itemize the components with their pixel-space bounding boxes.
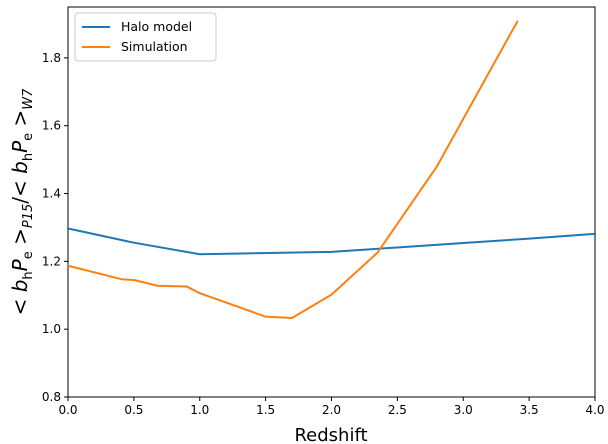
ylabel-open: <: [8, 292, 32, 315]
y-tick-label: 1.2: [42, 254, 61, 268]
x-tick-label: 0.0: [58, 403, 77, 417]
ylabel-p2: P: [8, 140, 32, 153]
x-tick-label: 1.5: [256, 403, 275, 417]
ylabel-b2: b: [8, 161, 32, 174]
x-axis: 0.0 0.5 1.0 1.5 2.0 2.5 3.0 3.5 4.0: [58, 397, 605, 417]
legend-label-halo-model: Halo model: [121, 19, 192, 34]
y-tick-label: 0.8: [42, 390, 61, 404]
series-line-simulation: [66, 20, 519, 319]
x-axis-label: Redshift: [294, 425, 367, 444]
ylabel-label2: W7: [21, 88, 36, 110]
y-tick-label: 1.0: [42, 322, 61, 336]
x-tick-label: 1.0: [190, 403, 209, 417]
plot-frame: [67, 6, 596, 398]
legend: Halo model Simulation: [74, 12, 217, 62]
x-tick-label: 3.0: [454, 403, 473, 417]
plot-area: [67, 6, 596, 398]
ylabel-close2: >: [8, 110, 32, 133]
legend-box: [74, 12, 217, 62]
x-tick-label: 2.0: [322, 403, 341, 417]
series-lines: [66, 20, 597, 319]
y-axis: 0.8 1.0 1.2 1.4 1.6 1.8: [42, 51, 68, 404]
ylabel-b-sub: h: [21, 271, 36, 279]
x-tick-label: 4.0: [585, 403, 604, 417]
ylabel-p2-sub: e: [21, 133, 36, 141]
legend-label-simulation: Simulation: [121, 39, 188, 54]
series-line-halo-model: [66, 227, 597, 256]
x-tick-label: 0.5: [124, 403, 143, 417]
ylabel-b2-sub: h: [21, 153, 36, 161]
y-tick-label: 1.8: [42, 51, 61, 65]
x-tick-label: 3.5: [520, 403, 539, 417]
ylabel-p-sub: e: [21, 251, 36, 259]
y-axis-label: < bhPe >P15/< bhPe >W7: [8, 88, 36, 316]
ylabel-b: b: [8, 280, 32, 293]
ylabel-slash: /<: [8, 174, 32, 204]
ylabel-close1: >: [8, 228, 32, 251]
ylabel-label1: P15: [21, 204, 36, 228]
svg-text:< bhPe >P15/< bhPe >W7: < bhPe >P15/< bhPe >W7: [8, 88, 36, 316]
y-tick-label: 1.4: [42, 187, 61, 201]
x-tick-label: 2.5: [388, 403, 407, 417]
ylabel-p: P: [8, 258, 32, 271]
y-tick-label: 1.6: [42, 119, 61, 133]
